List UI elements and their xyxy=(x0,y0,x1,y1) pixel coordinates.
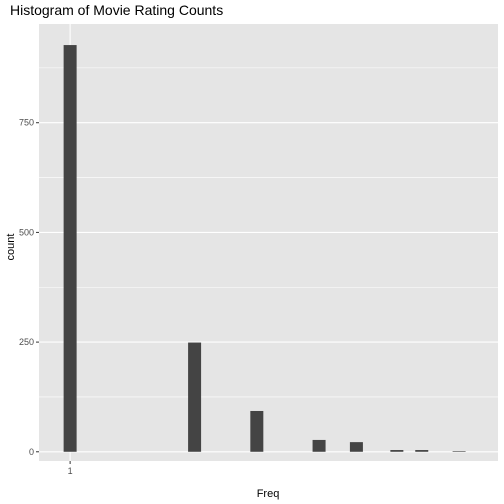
y-axis-title: count xyxy=(5,234,17,261)
x-tick-label: 1 xyxy=(68,466,73,476)
histogram-bar xyxy=(188,342,202,452)
y-tick-label: 500 xyxy=(19,227,34,237)
histogram-bar xyxy=(415,450,429,452)
y-tick-label: 750 xyxy=(19,118,34,128)
histogram-bar xyxy=(390,450,404,452)
y-tick-label: 0 xyxy=(29,447,34,457)
x-axis-title: Freq xyxy=(257,488,280,500)
x-axis: 1 xyxy=(68,461,73,476)
plot-panel xyxy=(39,24,498,461)
histogram-bars xyxy=(63,45,466,452)
histogram-bar xyxy=(250,410,264,452)
y-tick-label: 250 xyxy=(19,337,34,347)
histogram-bar xyxy=(312,439,326,452)
y-axis: 0 250 500 750 xyxy=(19,118,39,457)
minor-gridlines xyxy=(39,67,498,398)
chart-title: Histogram of Movie Rating Counts xyxy=(10,2,223,18)
histogram-bar xyxy=(452,451,466,452)
histogram-bar xyxy=(63,45,77,452)
histogram-bar xyxy=(349,442,363,452)
